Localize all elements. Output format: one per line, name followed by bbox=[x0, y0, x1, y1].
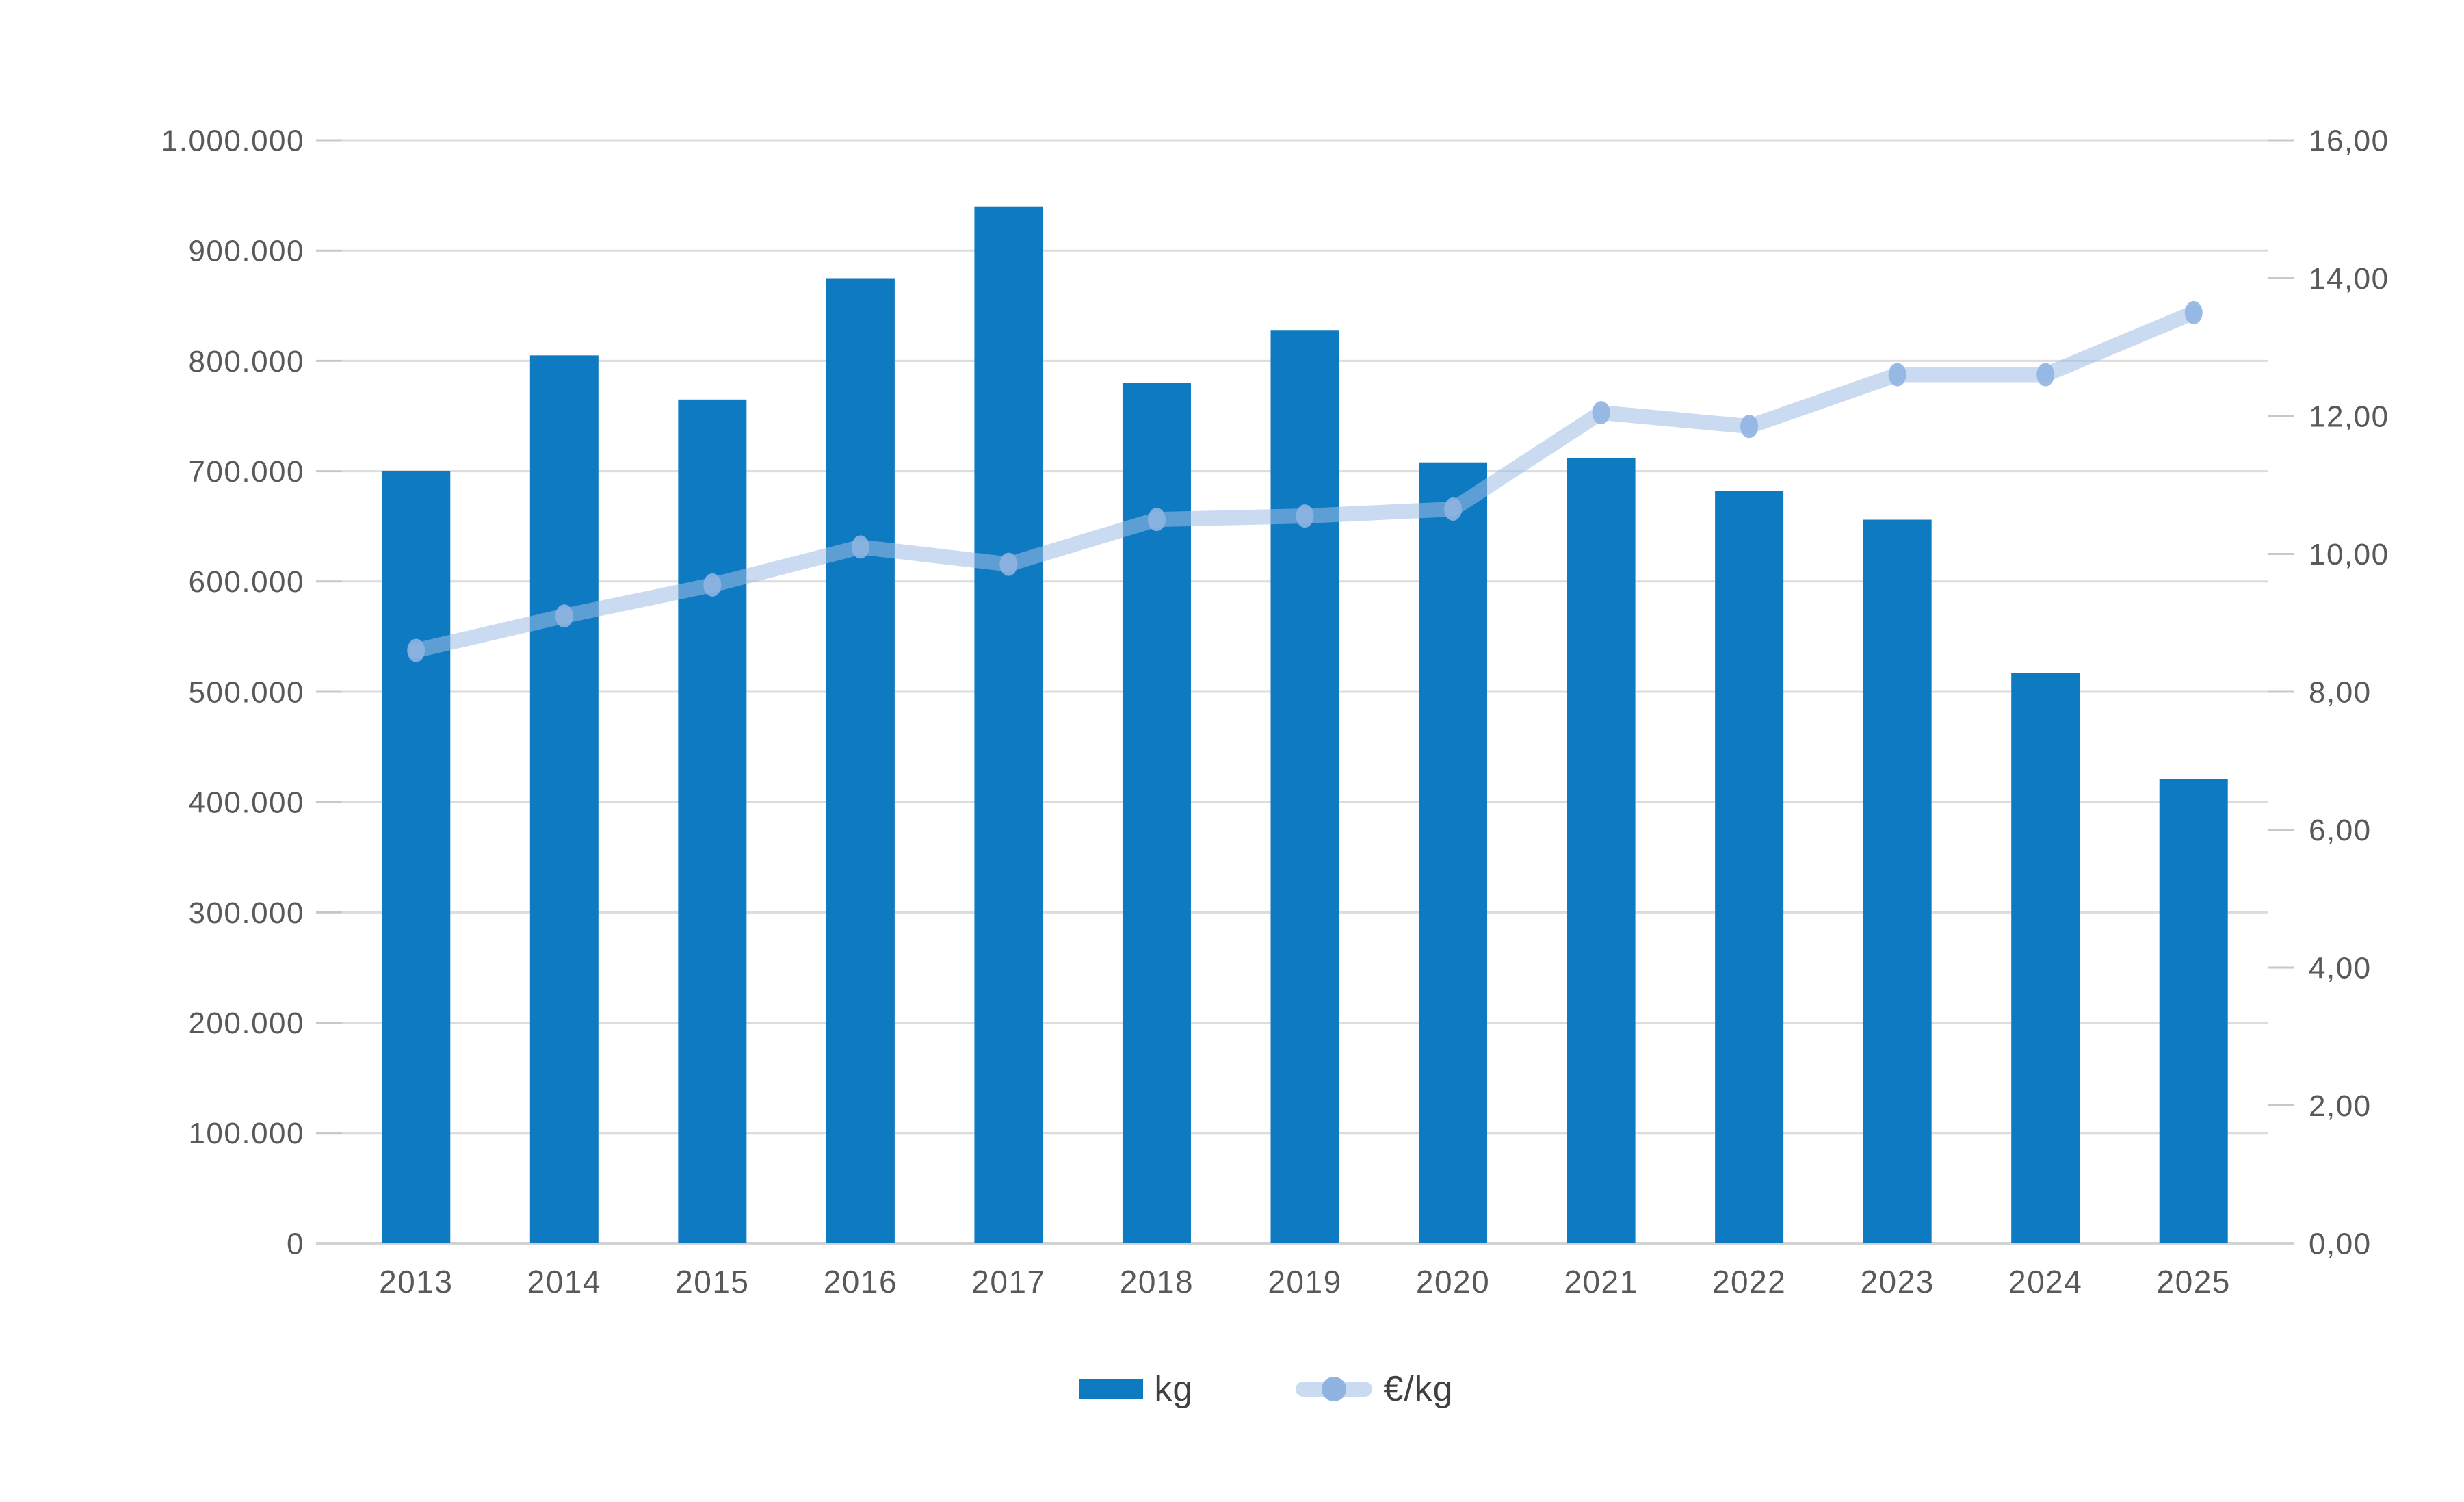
price-marker-2021 bbox=[1592, 400, 1610, 424]
legend-item-price: €/kg bbox=[1296, 1369, 1453, 1410]
bar-2020 bbox=[1419, 462, 1488, 1243]
bar-2015 bbox=[678, 399, 747, 1243]
bar-2024 bbox=[2011, 673, 2080, 1243]
left-axis-label: 500.000 bbox=[188, 675, 304, 709]
x-axis-label-2025: 2025 bbox=[2157, 1264, 2231, 1299]
legend-kg-label: kg bbox=[1154, 1369, 1194, 1409]
right-axis-label: 0,00 bbox=[2309, 1227, 2372, 1260]
kg-bar-swatch-icon bbox=[1079, 1379, 1144, 1399]
price-marker-2015 bbox=[703, 573, 722, 597]
right-axis-label: 12,00 bbox=[2309, 400, 2389, 433]
bar-2014 bbox=[529, 355, 599, 1243]
x-axis-label-2021: 2021 bbox=[1564, 1264, 1638, 1299]
x-axis-label-2019: 2019 bbox=[1268, 1264, 1341, 1299]
price-marker-2019 bbox=[1296, 504, 1314, 528]
bar-2017 bbox=[974, 206, 1043, 1244]
price-marker-2013 bbox=[407, 638, 425, 662]
price-line-swatch-icon bbox=[1296, 1377, 1373, 1401]
price-marker-2024 bbox=[2036, 363, 2055, 387]
left-axis-label: 200.000 bbox=[188, 1007, 304, 1040]
bar-2019 bbox=[1270, 330, 1339, 1243]
right-axis-label: 16,00 bbox=[2309, 124, 2389, 157]
bar-2023 bbox=[1863, 519, 1932, 1243]
left-axis-label: 400.000 bbox=[188, 786, 304, 820]
right-axis-label: 10,00 bbox=[2309, 538, 2389, 571]
left-axis-label: 800.000 bbox=[188, 345, 304, 378]
x-axis-label-2013: 2013 bbox=[379, 1264, 453, 1299]
left-axis-label: 900.000 bbox=[188, 235, 304, 268]
price-marker-2018 bbox=[1147, 508, 1166, 532]
x-axis-label-2023: 2023 bbox=[1860, 1264, 1934, 1299]
legend-item-kg: kg bbox=[1079, 1369, 1193, 1410]
bar-2021 bbox=[1567, 458, 1636, 1243]
price-marker-2017 bbox=[999, 552, 1018, 576]
right-axis-label: 8,00 bbox=[2309, 675, 2372, 709]
bar-2013 bbox=[382, 471, 451, 1243]
price-marker-2016 bbox=[851, 535, 869, 559]
chart-legend: kg €/kg bbox=[34, 1369, 2464, 1410]
x-axis-label-2022: 2022 bbox=[1712, 1264, 1786, 1299]
price-marker-2014 bbox=[555, 604, 573, 628]
x-axis-label-2014: 2014 bbox=[527, 1264, 601, 1299]
left-axis-label: 0 bbox=[287, 1227, 304, 1260]
left-axis-label: 100.000 bbox=[188, 1117, 304, 1150]
left-axis-label: 700.000 bbox=[188, 455, 304, 489]
price-marker-dot-icon bbox=[1322, 1377, 1347, 1401]
bar-2022 bbox=[1715, 491, 1784, 1244]
price-marker-2025 bbox=[2184, 300, 2203, 324]
x-axis-label-2016: 2016 bbox=[824, 1264, 897, 1299]
right-axis-label: 2,00 bbox=[2309, 1089, 2372, 1123]
x-axis-label-2020: 2020 bbox=[1416, 1264, 1490, 1299]
legend-price-label: €/kg bbox=[1383, 1369, 1454, 1409]
bar-2016 bbox=[826, 278, 895, 1243]
right-axis-label: 14,00 bbox=[2309, 262, 2389, 296]
left-axis-label: 600.000 bbox=[188, 565, 304, 599]
price-marker-2022 bbox=[1740, 415, 1759, 439]
bar-2025 bbox=[2159, 779, 2228, 1243]
left-axis-label: 1.000.000 bbox=[161, 124, 304, 157]
price-marker-2023 bbox=[1888, 363, 1906, 387]
x-axis-label-2018: 2018 bbox=[1120, 1264, 1194, 1299]
x-axis-label-2024: 2024 bbox=[2008, 1264, 2082, 1299]
right-axis-label: 4,00 bbox=[2309, 951, 2372, 985]
price-marker-2020 bbox=[1444, 497, 1463, 521]
x-axis-label-2017: 2017 bbox=[971, 1264, 1045, 1299]
left-axis-label: 300.000 bbox=[188, 896, 304, 930]
right-axis-label: 6,00 bbox=[2309, 814, 2372, 847]
x-axis-label-2015: 2015 bbox=[675, 1264, 749, 1299]
